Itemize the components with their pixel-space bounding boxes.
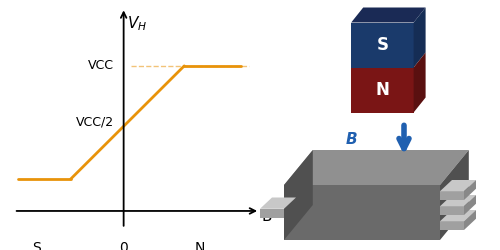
Polygon shape	[260, 198, 296, 209]
Polygon shape	[440, 221, 464, 230]
Polygon shape	[464, 180, 476, 200]
Polygon shape	[284, 185, 440, 240]
Polygon shape	[440, 195, 476, 206]
Polygon shape	[464, 195, 476, 215]
Polygon shape	[351, 8, 426, 22]
Polygon shape	[284, 150, 469, 185]
Text: N: N	[376, 81, 390, 99]
Polygon shape	[414, 52, 426, 112]
Text: S: S	[32, 241, 41, 250]
Text: 0: 0	[120, 241, 128, 250]
Polygon shape	[440, 191, 464, 200]
Text: B: B	[346, 132, 357, 148]
Polygon shape	[351, 68, 414, 112]
Text: N: N	[194, 241, 204, 250]
Text: VCC/2: VCC/2	[76, 116, 114, 129]
Polygon shape	[260, 209, 284, 218]
Text: B: B	[262, 209, 272, 224]
Polygon shape	[464, 210, 476, 230]
Polygon shape	[284, 150, 313, 240]
Polygon shape	[351, 22, 414, 68]
Polygon shape	[440, 206, 464, 215]
Polygon shape	[440, 150, 469, 240]
Polygon shape	[440, 210, 476, 221]
Text: $V_H$: $V_H$	[128, 14, 148, 33]
Text: S: S	[376, 36, 388, 54]
Polygon shape	[440, 180, 476, 191]
Polygon shape	[414, 8, 426, 68]
Text: VCC: VCC	[88, 60, 114, 72]
